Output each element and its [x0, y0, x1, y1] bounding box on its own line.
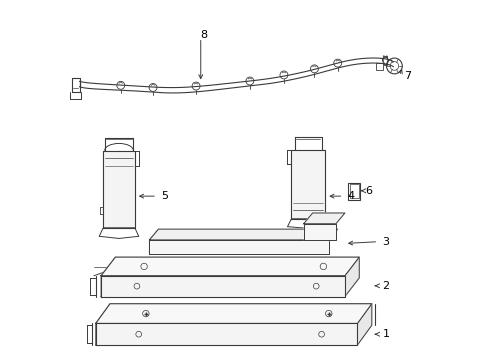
Polygon shape: [96, 323, 357, 345]
Bar: [348, 183, 359, 200]
Text: 8: 8: [201, 30, 207, 40]
Text: 3: 3: [382, 237, 389, 247]
Bar: [308, 228, 325, 236]
Polygon shape: [290, 149, 325, 220]
Polygon shape: [101, 257, 359, 276]
Bar: [376, 63, 382, 69]
Bar: [349, 184, 358, 198]
Text: 4: 4: [347, 191, 354, 201]
Polygon shape: [303, 213, 344, 224]
Polygon shape: [149, 229, 337, 240]
Polygon shape: [149, 240, 328, 253]
Text: 2: 2: [382, 281, 389, 291]
Polygon shape: [344, 257, 359, 297]
Polygon shape: [303, 224, 335, 240]
Bar: [296, 179, 319, 198]
Text: 7: 7: [403, 71, 410, 81]
Polygon shape: [357, 304, 371, 345]
Text: 5: 5: [161, 191, 168, 201]
Polygon shape: [101, 257, 115, 297]
Bar: [108, 192, 129, 211]
Bar: [171, 243, 185, 252]
Bar: [106, 267, 115, 274]
Polygon shape: [96, 304, 371, 323]
Polygon shape: [96, 304, 110, 345]
Polygon shape: [149, 229, 158, 253]
Text: 1: 1: [382, 329, 389, 339]
Polygon shape: [101, 276, 344, 297]
Polygon shape: [102, 151, 135, 228]
Bar: [231, 243, 246, 252]
Text: 6: 6: [365, 186, 372, 196]
